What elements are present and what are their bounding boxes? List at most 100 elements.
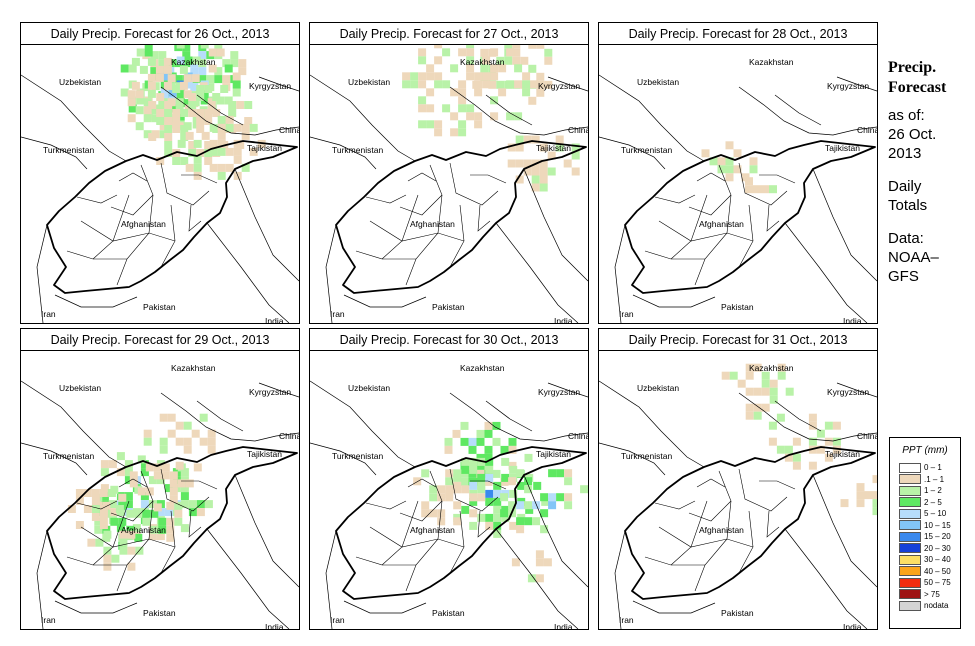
precip-cell xyxy=(180,484,189,493)
precip-cell xyxy=(145,487,154,496)
precip-cell xyxy=(477,513,486,522)
precip-cell xyxy=(761,387,770,396)
country-border xyxy=(160,86,299,136)
province-border xyxy=(66,556,127,566)
precip-cell xyxy=(118,517,127,526)
precip-cell xyxy=(506,48,515,57)
precip-cell xyxy=(548,493,557,502)
precip-cell xyxy=(67,505,76,513)
precip-cell xyxy=(784,445,793,454)
legend-swatch xyxy=(899,520,921,531)
precip-cell xyxy=(207,429,216,438)
precip-cell xyxy=(524,477,533,486)
map-label-pakistan: Pakistan xyxy=(432,302,465,312)
precip-cell xyxy=(176,45,185,49)
country-border xyxy=(784,528,868,629)
precip-cell xyxy=(208,48,217,57)
precip-cell xyxy=(180,133,189,141)
precip-cell xyxy=(418,72,427,81)
precip-cell xyxy=(530,80,539,89)
precip-cell xyxy=(224,96,233,105)
precip-cell xyxy=(148,133,157,141)
precip-cell xyxy=(516,501,525,510)
precip-cell xyxy=(474,120,483,129)
precip-cell xyxy=(209,163,218,172)
precip-cell xyxy=(784,453,793,462)
precip-cell xyxy=(139,65,148,74)
precip-cell xyxy=(164,508,173,517)
panel-title: Daily Precip. Forecast for 30 Oct., 2013 xyxy=(310,329,588,351)
precip-cell xyxy=(75,497,84,505)
precip-cell xyxy=(484,453,493,462)
precip-cell xyxy=(103,554,112,563)
precip-cell xyxy=(515,159,524,168)
precip-cell xyxy=(776,413,785,422)
precip-cell xyxy=(176,56,185,65)
precip-cell xyxy=(120,88,129,97)
precip-cell xyxy=(183,437,192,446)
precip-cell xyxy=(429,485,438,494)
precip-cell xyxy=(547,151,556,160)
precip-cell xyxy=(511,558,520,567)
precip-cell xyxy=(150,67,159,76)
precip-cell xyxy=(808,461,817,470)
country-border xyxy=(599,136,666,170)
precip-cell xyxy=(474,88,483,97)
province-border xyxy=(76,500,118,510)
province-border xyxy=(658,220,754,242)
precip-cell xyxy=(872,475,877,484)
precip-cell xyxy=(131,81,140,90)
precip-cell xyxy=(217,147,226,156)
precip-cell xyxy=(816,429,825,438)
country-border xyxy=(485,400,533,432)
precip-cell xyxy=(103,530,112,539)
precip-cell xyxy=(522,88,531,97)
precip-cell xyxy=(544,80,553,89)
precip-cell xyxy=(500,509,509,518)
precip-cell xyxy=(131,57,140,66)
precip-cell xyxy=(504,45,513,49)
map-label-iran: Iran xyxy=(330,615,345,625)
precip-cell xyxy=(445,493,454,502)
province-border xyxy=(654,194,696,204)
legend-label: 0 – 1 xyxy=(924,463,942,473)
precip-cell xyxy=(120,64,129,73)
precip-cell xyxy=(461,505,470,514)
precip-cell xyxy=(468,437,477,446)
precip-cell xyxy=(484,421,493,430)
precip-cell xyxy=(490,112,499,121)
precip-cell xyxy=(555,143,564,152)
precip-cell xyxy=(512,45,521,49)
precip-cell xyxy=(190,67,199,76)
precip-cell xyxy=(148,476,157,485)
precip-cell xyxy=(522,80,531,89)
precip-map: Kazakhstan Uzbekistan Kyrgyzstan China Turkm… xyxy=(599,57,877,323)
precip-cell xyxy=(212,93,221,101)
precip-cell xyxy=(160,88,169,97)
precip-cell xyxy=(119,530,128,539)
precip-cell xyxy=(198,67,207,76)
precip-cell xyxy=(191,74,200,83)
precip-cell xyxy=(137,487,146,496)
precip-cell xyxy=(144,45,153,49)
precip-cell xyxy=(172,109,181,117)
precip-cell xyxy=(808,421,817,430)
precip-cell xyxy=(496,56,505,65)
precip-cell xyxy=(539,167,548,176)
map-label-turkmenistan: Turkmenistan xyxy=(621,145,672,155)
precip-cell xyxy=(485,497,494,506)
precip-cell xyxy=(709,157,718,166)
province-border xyxy=(399,470,443,522)
precip-cell xyxy=(508,461,517,470)
country-border xyxy=(234,168,299,282)
map-label-uzbekistan: Uzbekistan xyxy=(348,383,390,393)
precip-cell xyxy=(445,469,454,478)
precip-cell xyxy=(522,72,531,81)
precip-cell xyxy=(196,508,205,517)
precip-cell xyxy=(485,521,494,530)
precip-cell xyxy=(434,120,443,129)
province-border xyxy=(66,250,127,260)
map-label-uzbekistan: Uzbekistan xyxy=(59,77,101,87)
precip-cell xyxy=(148,532,157,541)
precip-cell xyxy=(517,481,526,490)
